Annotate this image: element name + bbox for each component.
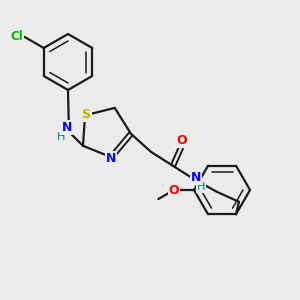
Text: S: S xyxy=(82,108,91,121)
Text: O: O xyxy=(177,134,187,147)
Text: N: N xyxy=(106,152,116,165)
Text: Cl: Cl xyxy=(10,31,23,44)
Text: O: O xyxy=(169,184,179,196)
Text: N: N xyxy=(62,121,72,134)
Text: H: H xyxy=(57,132,65,142)
Text: N: N xyxy=(191,171,201,184)
Text: H: H xyxy=(197,182,205,192)
